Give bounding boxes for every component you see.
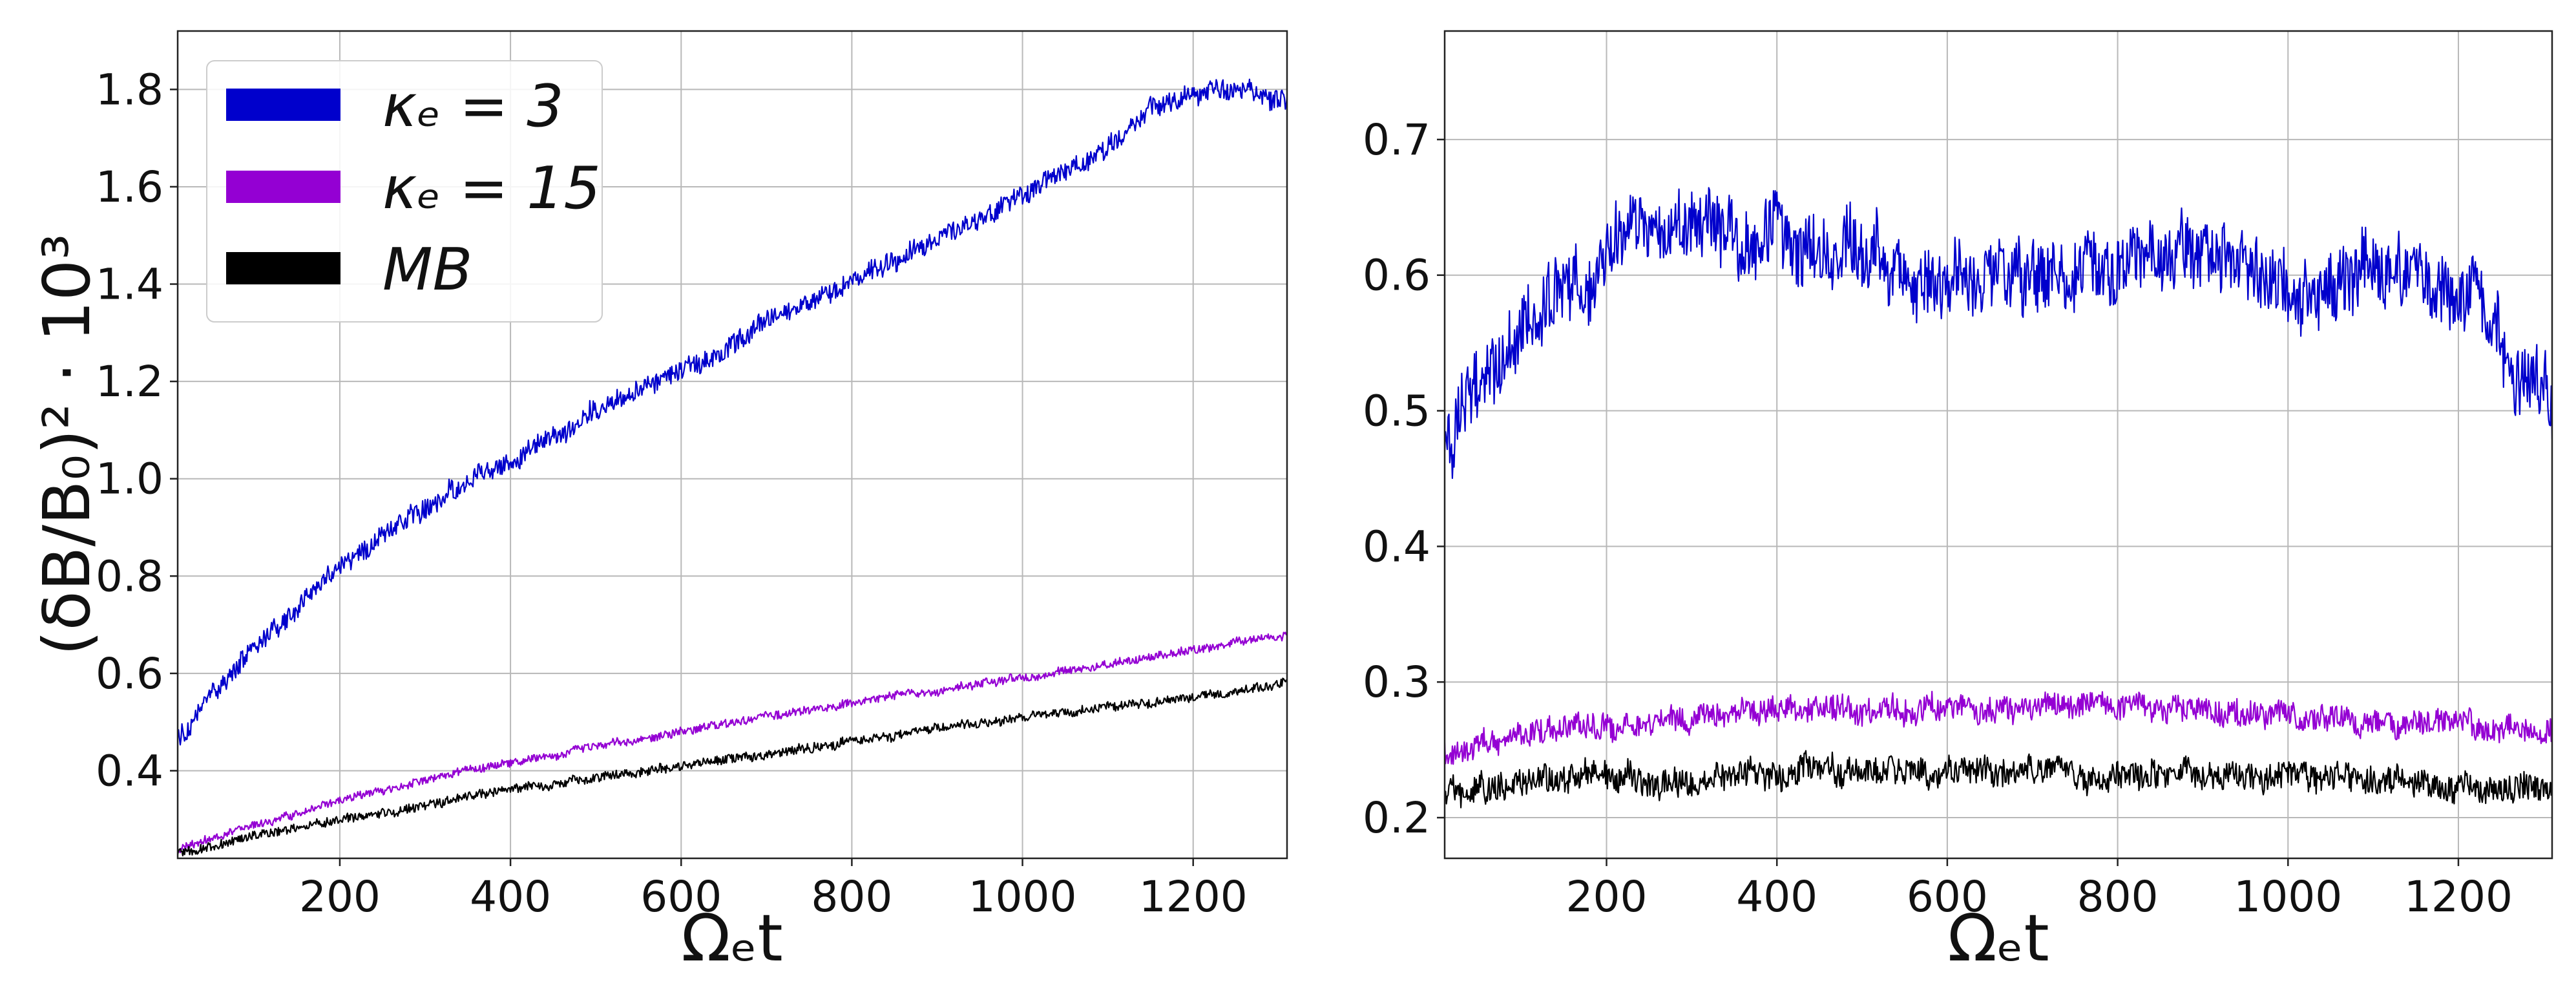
right-y-tick-label: 0.7	[1363, 115, 1430, 165]
right-series-kappa15	[1445, 690, 2552, 765]
right-plot-frame	[1443, 30, 2553, 860]
left-series-mb	[178, 677, 1287, 856]
legend: κₑ = 3 κₑ = 15 MB	[206, 60, 603, 323]
left-plot-frame	[176, 30, 1288, 860]
right-y-tick-label: 0.4	[1363, 522, 1430, 571]
left-series-kappa3	[178, 78, 1287, 746]
right-x-tick-label: 1000	[2234, 872, 2342, 922]
left-y-tick-label: 0.4	[96, 746, 163, 796]
legend-label-kappa15: κₑ = 15	[382, 154, 601, 222]
right-x-tick-label: 200	[1566, 872, 1648, 922]
left-y-tick-label: 1.2	[96, 357, 163, 407]
left-x-tick-label: 1200	[1139, 872, 1248, 922]
left-x-tick-label: 600	[640, 872, 722, 922]
right-y-tick-label: 0.6	[1363, 251, 1430, 301]
left-x-tick-label: 400	[470, 872, 551, 922]
left-series-group	[178, 78, 1287, 856]
left-y-tick-label: 1.4	[96, 260, 163, 310]
right-x-axis-title: Ωₑt	[1947, 900, 2049, 976]
left-x-tick-label: 800	[811, 872, 892, 922]
left-y-tick-label: 1.8	[96, 65, 163, 114]
right-y-tick-label: 0.3	[1363, 657, 1430, 707]
left-x-tick-label: 200	[299, 872, 381, 922]
left-y-tick-label: 1.0	[96, 454, 163, 504]
left-y-axis-title: (δB/B₀)² · 10³	[29, 234, 105, 656]
right-x-tick-label: 1200	[2404, 872, 2513, 922]
left-y-tick-label: 0.6	[96, 649, 163, 699]
right-x-tick-label: 800	[2077, 872, 2159, 922]
left-y-ticks: 0.4 0.6 0.8 1.0 1.2 1.4 1.6 1.8	[96, 65, 178, 796]
right-panel: 200 400 600 800 1000 1200 0.20.30.40.50.60.7 …	[1363, 30, 2553, 976]
right-series-kappa3	[1445, 187, 2552, 480]
right-x-tick-label: 600	[1907, 872, 1988, 922]
left-y-tick-label: 0.8	[96, 551, 163, 601]
left-x-tick-label: 1000	[969, 872, 1077, 922]
legend-swatch-kappa15	[226, 171, 340, 203]
right-x-tick-label: 400	[1736, 872, 1817, 922]
left-x-ticks: 200 400 600 800 1000 1200	[299, 858, 1248, 922]
legend-swatch-kappa3	[226, 89, 340, 121]
right-series-mb	[1445, 750, 2552, 809]
right-y-tick-label: 0.5	[1363, 387, 1430, 436]
left-x-axis-title: Ωₑt	[681, 900, 782, 976]
left-panel: 200 400 600 800 1000 1200 0.4 0.6 0.8 1.0 1.2 1.4 1…	[29, 30, 1288, 976]
right-x-ticks: 200 400 600 800 1000 1200	[1566, 858, 2513, 922]
left-y-tick-label: 1.6	[96, 162, 163, 212]
right-y-tick-label: 0.2	[1363, 793, 1430, 843]
legend-swatch-mb	[226, 252, 340, 284]
right-y-ticks: 0.2 0.3 0.4 0.5 0.6 0.7	[1363, 115, 1445, 843]
legend-label-kappa3: κₑ = 3	[382, 72, 563, 140]
right-series-group	[1445, 187, 2552, 809]
legend-label-mb: MB	[382, 236, 472, 304]
left-series-kappa15	[178, 631, 1287, 854]
